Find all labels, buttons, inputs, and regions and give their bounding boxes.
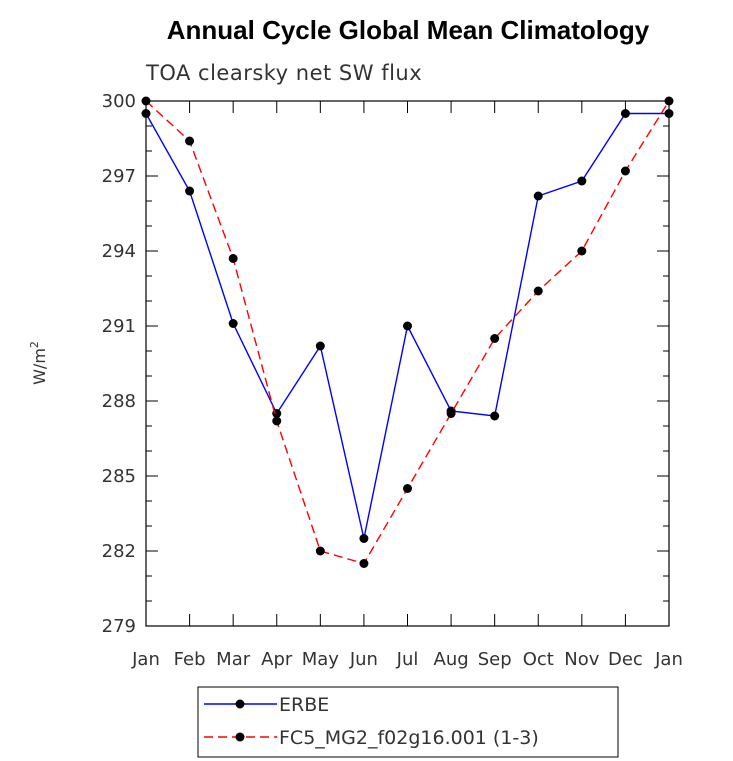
x-tick-label: Sep bbox=[478, 649, 512, 670]
legend-label-1: ERBE bbox=[279, 694, 329, 716]
series-1-point bbox=[490, 411, 500, 421]
series-2-point bbox=[185, 136, 195, 146]
series-1-point bbox=[533, 191, 543, 201]
y-tick-label: 297 bbox=[102, 166, 136, 187]
series-layer bbox=[141, 96, 674, 568]
x-tick-label: Jun bbox=[349, 649, 378, 670]
x-tick-label: Jul bbox=[396, 649, 419, 670]
legend-box bbox=[197, 686, 619, 758]
legend-marker-1 bbox=[235, 699, 245, 709]
series-2-point bbox=[359, 559, 369, 568]
series-2-point bbox=[490, 334, 500, 343]
series-1-point bbox=[315, 341, 325, 351]
series-2-point bbox=[620, 166, 630, 176]
chart-title: Annual Cycle Global Mean Climatology bbox=[167, 15, 650, 45]
y-tick-label: 285 bbox=[102, 466, 136, 487]
y-tick-label: 282 bbox=[102, 541, 136, 562]
x-tick-label: Dec bbox=[608, 649, 643, 670]
x-tick-label: Feb bbox=[174, 649, 206, 670]
legend-marker-2 bbox=[235, 732, 245, 742]
series-line-2 bbox=[145, 100, 670, 565]
x-tick-label: Jan bbox=[131, 649, 160, 670]
legend-label-2: FC5_MG2_f02g16.001 (1-3) bbox=[279, 727, 539, 749]
series-2-point bbox=[577, 246, 587, 256]
svg-text:W/m2: W/m2 bbox=[28, 341, 49, 385]
series-1-point bbox=[664, 109, 674, 118]
y-axis-label-text: W/m bbox=[30, 348, 49, 385]
chart-subtitle: TOA clearsky net SW flux bbox=[145, 61, 422, 85]
series-2-point bbox=[272, 416, 282, 426]
series-2-point bbox=[403, 484, 412, 493]
x-axis: Jan Feb Mar Apr May Jun Jul Aug Sep Oct Nov Dec Jan bbox=[131, 101, 683, 670]
x-tick-label: Oct bbox=[523, 649, 554, 670]
y-tick-label: 288 bbox=[102, 391, 136, 412]
series-1-point bbox=[228, 319, 238, 328]
series-1-point bbox=[359, 534, 369, 543]
y-axis: 279 282 285 288 291 294 297 300 bbox=[102, 91, 669, 637]
y-tick-label: 294 bbox=[102, 241, 136, 262]
y-tick-label: 300 bbox=[102, 91, 136, 112]
plot-border bbox=[145, 100, 670, 627]
series-1-point bbox=[403, 321, 412, 331]
series-1-point bbox=[577, 176, 587, 186]
x-tick-label: Jan bbox=[654, 649, 683, 670]
series-1-point bbox=[185, 186, 195, 196]
y-axis-label: W/m2 bbox=[28, 341, 49, 385]
series-2-point bbox=[141, 96, 151, 106]
series-2-point bbox=[315, 546, 325, 556]
plot-area bbox=[145, 100, 670, 627]
x-tick-label: Mar bbox=[216, 649, 251, 670]
series-2-point bbox=[533, 286, 543, 296]
y-axis-label-sup: 2 bbox=[28, 341, 41, 348]
x-tick-label: Nov bbox=[564, 649, 599, 670]
y-tick-label: 291 bbox=[102, 316, 136, 337]
series-2-point bbox=[228, 254, 238, 263]
series-1-point bbox=[141, 109, 151, 118]
series-2-point bbox=[446, 409, 456, 418]
x-tick-label: Aug bbox=[434, 649, 469, 670]
series-1-point bbox=[620, 109, 630, 118]
x-tick-label: May bbox=[302, 649, 340, 670]
series-2-point bbox=[664, 96, 674, 106]
x-tick-label: Apr bbox=[261, 649, 293, 670]
legend: ERBE FC5_MG2_f02g16.001 (1-3) bbox=[197, 686, 619, 758]
y-tick-label: 279 bbox=[102, 616, 136, 637]
